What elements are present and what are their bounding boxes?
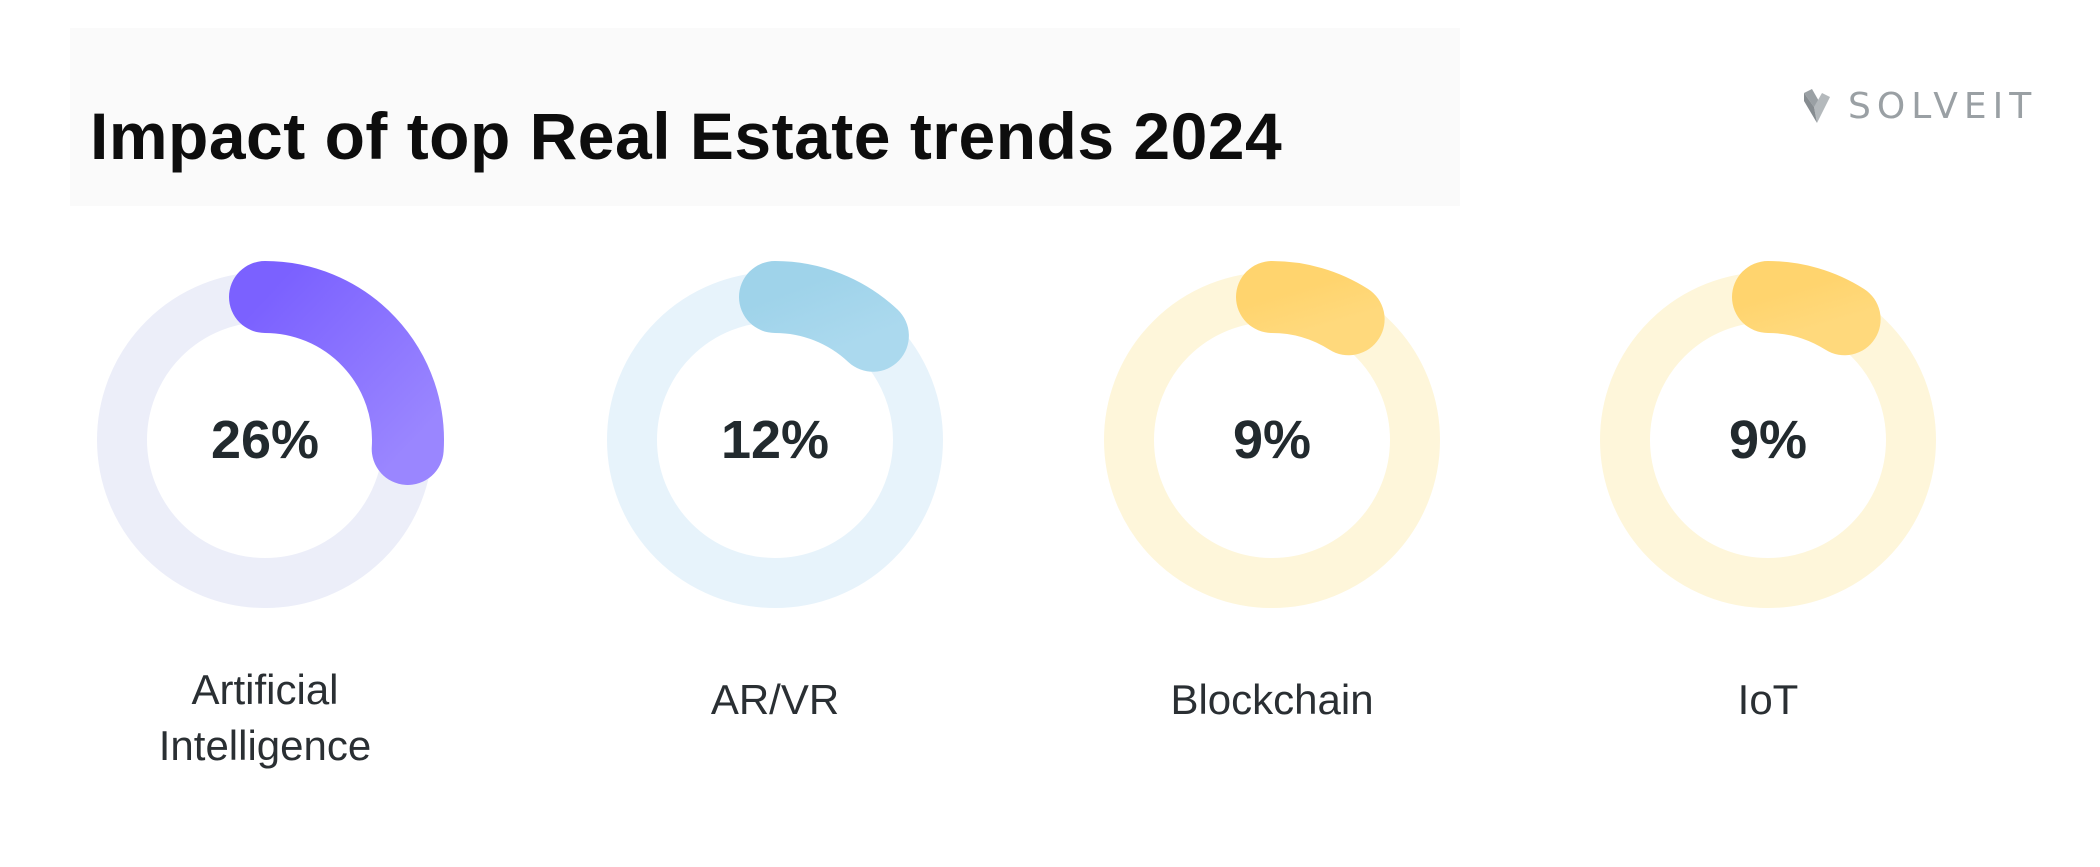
brand-logo: SOLVEIT — [1800, 86, 2037, 127]
donut-percent-ar-vr: 12% — [720, 410, 830, 470]
donut-label-ar-vr: AR/VR — [595, 672, 955, 728]
donut-label-blockchain: Blockchain — [1092, 672, 1452, 728]
donut-percent-iot: 9% — [1728, 410, 1808, 470]
donut-label-line: Blockchain — [1170, 676, 1374, 723]
donut-label-line: Intelligence — [158, 722, 372, 769]
donut-value-arc-blockchain — [1236, 261, 1385, 356]
donut-label-line: AR/VR — [710, 676, 840, 723]
logo-text: SOLVEIT — [1848, 86, 2038, 127]
donut-label-line: Artificial — [191, 666, 339, 713]
donut-value-arc-ar-vr — [739, 261, 909, 372]
donut-percent-blockchain: 9% — [1232, 410, 1312, 470]
title-background — [70, 28, 1460, 206]
donut-label-iot: IoT — [1588, 672, 1948, 728]
donut-value-arc-iot — [1732, 261, 1881, 356]
donut-percent-artificial-intelligence: 26% — [210, 410, 320, 470]
solveit-logo-icon — [1804, 88, 1830, 123]
page-title: Impact of top Real Estate trends 2024 — [90, 99, 1283, 173]
donut-label-artificial-intelligence: Artificial Intelligence — [85, 662, 445, 774]
donut-label-line: IoT — [1737, 676, 1799, 723]
donut-value-arc-artificial-intelligence — [229, 261, 444, 485]
